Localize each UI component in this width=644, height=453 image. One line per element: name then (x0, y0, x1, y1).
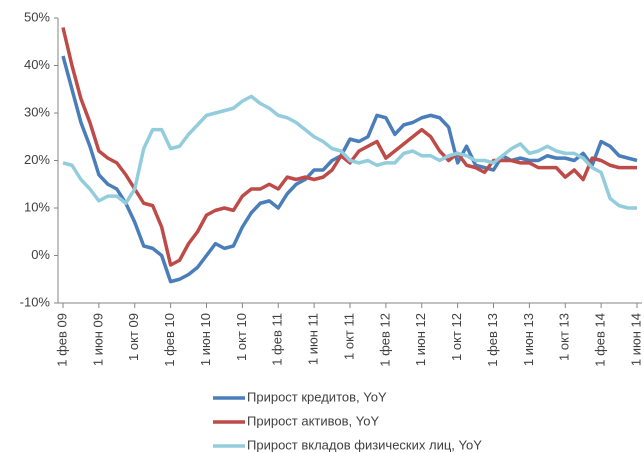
y-tick-label: 40% (24, 57, 50, 72)
x-tick-label: 1 июн 10 (198, 313, 213, 366)
x-tick-label: 1 июн 13 (521, 313, 536, 366)
legend-label: Прирост кредитов, YoY (247, 389, 387, 404)
x-tick-label: 1 окт 10 (234, 313, 249, 361)
y-tick-label: 0% (31, 247, 50, 262)
x-tick-label: 1 июн 12 (413, 313, 428, 366)
x-tick-label: 1 июн 11 (306, 313, 321, 365)
x-tick-label: 1 фев 12 (377, 313, 392, 367)
x-tick-label: 1 окт 13 (557, 313, 572, 361)
legend-label: Прирост активов, YoY (247, 413, 379, 428)
y-tick-label: 10% (24, 199, 50, 214)
x-tick-label: 1 фев 11 (270, 313, 285, 366)
x-tick-label: 1 окт 09 (126, 313, 141, 361)
x-tick-label: 1 фев 13 (485, 313, 500, 367)
x-tick-label: 1 июн 09 (90, 313, 105, 366)
y-tick-label: -10% (20, 294, 51, 309)
y-tick-label: 50% (24, 9, 50, 24)
series-line (61, 27, 637, 267)
x-tick-label: 1 окт 11 (341, 313, 356, 360)
x-tick-label: 1 фев 09 (54, 313, 69, 367)
x-tick-label: 1 фев 14 (593, 313, 608, 367)
x-tick-label: 1 июн 14 (628, 313, 643, 366)
legend-label: Прирост вкладов физических лиц, YoY (247, 437, 482, 452)
series-line (62, 94, 637, 210)
x-tick-label: 1 окт 12 (449, 313, 464, 361)
y-tick-label: 20% (24, 152, 50, 167)
series-line (61, 55, 638, 284)
x-tick-label: 1 фев 10 (162, 313, 177, 367)
y-tick-label: 30% (24, 104, 50, 119)
